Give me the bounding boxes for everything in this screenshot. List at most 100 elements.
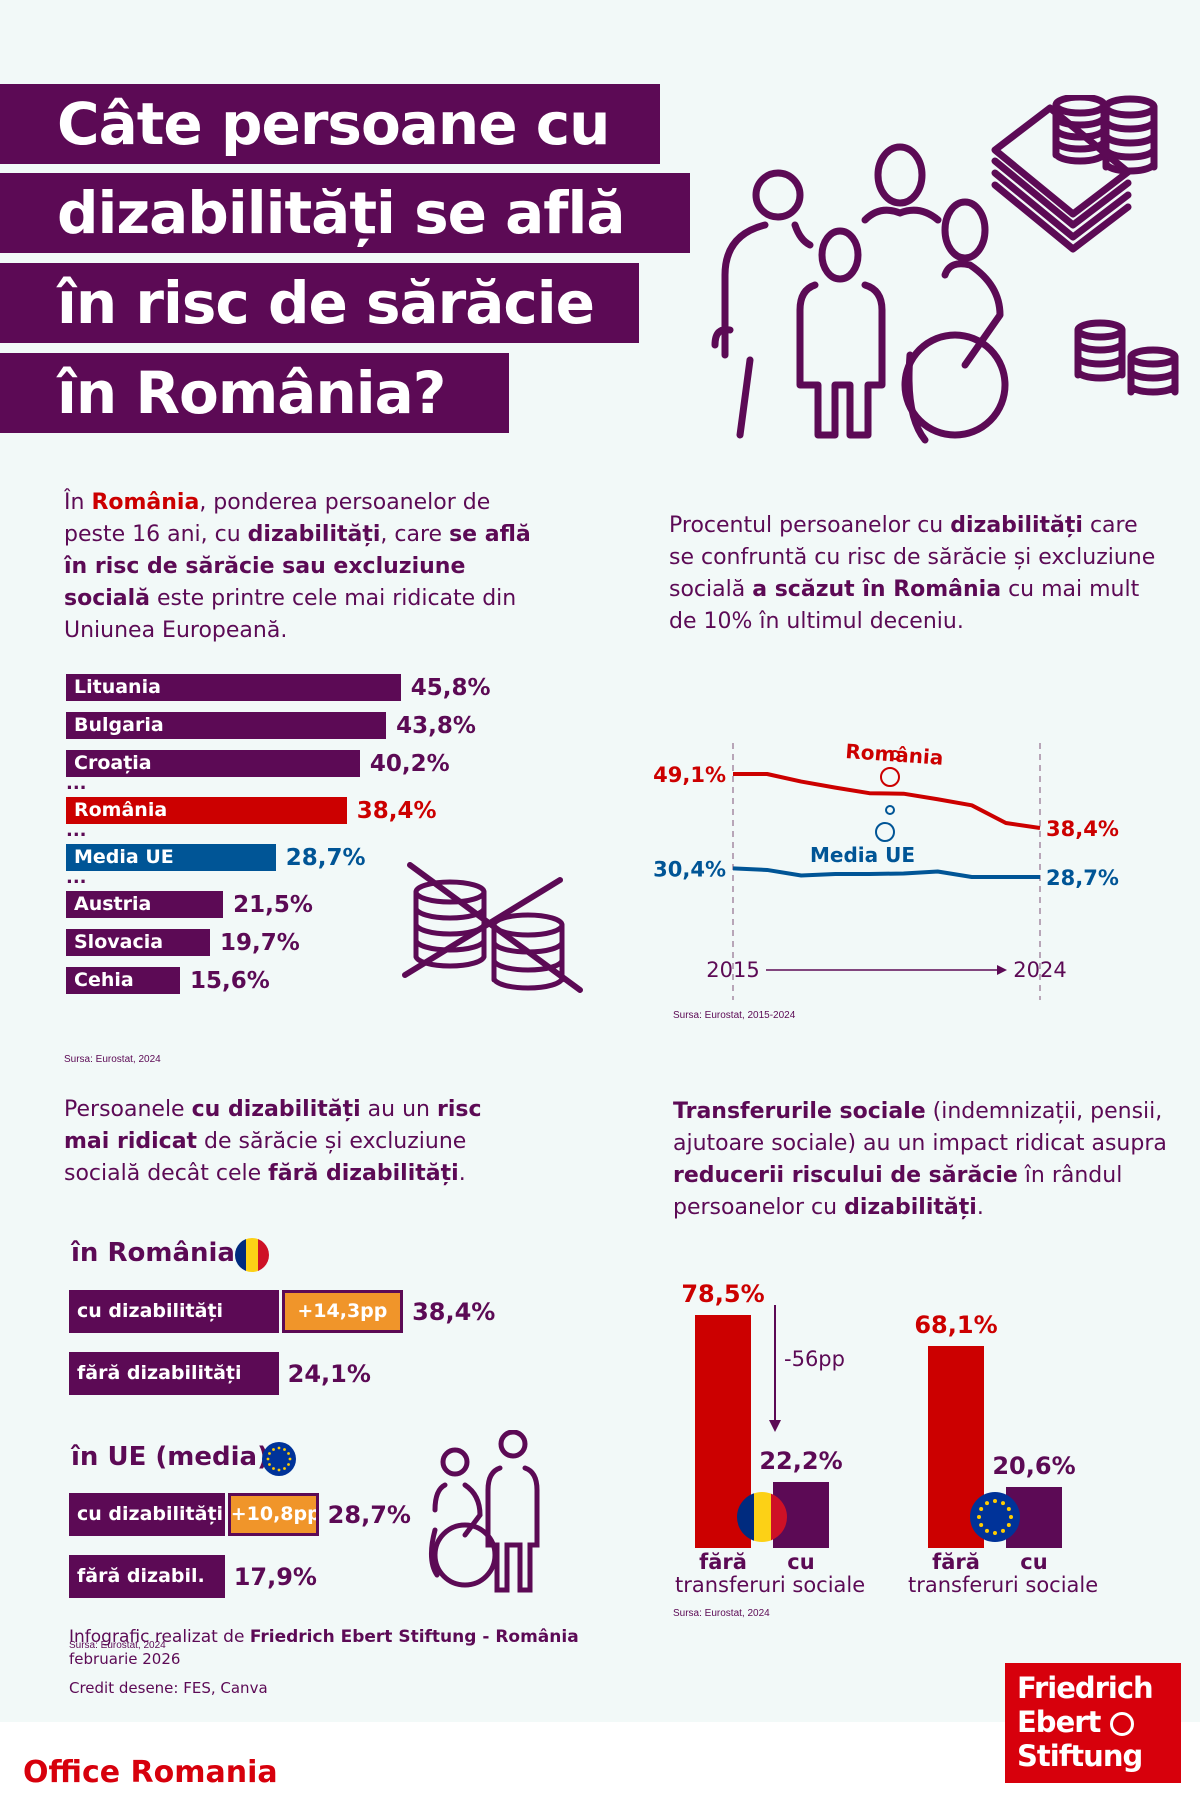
credit-line: Infografic realizat de Friedrich Ebert S… [69,1627,579,1647]
ranking-value: 21,5% [233,891,313,918]
ranking-row: Cehia 15,6% [66,967,566,994]
arrow-head-icon [997,965,1007,975]
wheelchair-companion-icon [429,1430,540,1593]
transfer-value: 22,2% [759,1447,843,1476]
ranking-bar: Croația [66,750,360,777]
comparison-bar: cu dizabilități [69,1290,279,1333]
comparison-paragraph: Persoanele cu dizabilități au un risc ma… [64,1094,524,1190]
text-segment: , care [380,522,450,547]
banknotes-icon [991,104,1132,253]
coin-stack-icon [1127,346,1179,396]
ranking-bar: Media UE [66,844,276,871]
comparison-row: cu dizabilități +10,8pp 28,7% [69,1493,411,1536]
text-segment: reducerii riscului de sărăcie [673,1163,1018,1188]
transfer-value: 68,1% [914,1310,998,1339]
logo-text: Friedrich [1017,1671,1154,1705]
ranking-value: 15,6% [190,967,270,994]
text-segment: au un [360,1097,437,1122]
text-segment: Transferurile sociale [673,1099,926,1124]
source-note: Sursa: Eurostat, 2015-2024 [673,1010,796,1021]
adult-icon [861,143,942,224]
ranking-value: 40,2% [369,750,450,777]
drawings-credit: Credit desene: FES, Canva [69,1679,268,1697]
ranking-bar: Lituania [66,674,401,701]
crossed-coins-icon [402,862,583,993]
comparison-row: fără dizabil. 17,9% [69,1555,317,1598]
wheelchair-user-icon [901,198,1009,444]
title-band: în România? [0,353,509,433]
source-note: Sursa: Eurostat, 2024 [64,1054,161,1065]
ranking-row: Slovacia 19,7% [66,929,566,956]
source-note: Sursa: Eurostat, 2024 [673,1608,770,1619]
wheelchair-icon [890,750,900,760]
difference-badge: +14,3pp [281,1290,404,1333]
ellipsis-row: ... [66,867,87,888]
text-segment: risc mai ridicat [64,1097,482,1154]
start-value-label: 30,4% [653,857,726,881]
ranking-value: 38,4% [356,797,437,824]
ranking-row: Croația 40,2% [66,750,566,777]
country-ranking-chart: Lituania 45,8% Bulgaria 43,8% Croația 40,2%..… [66,674,566,1005]
ranking-row: România 38,4% [66,797,566,824]
ranking-row: Lituania 45,8% [66,674,566,701]
text-segment: România [91,490,200,515]
romania-flag-icon [235,1238,269,1272]
credit-organization: Friedrich Ebert Stiftung - România [249,1627,579,1647]
text-segment: , ponderea persoanelor de peste 16 ani, … [64,490,491,547]
ellipsis-row: ... [66,773,87,794]
transfer-key-label: fără [932,1550,980,1574]
comparison-bar: fără dizabil. [69,1555,225,1598]
transfer-value: 78,5% [681,1279,765,1308]
series-label-romania: România [845,739,945,770]
ranking-bar: Slovacia [66,929,210,956]
transfers-paragraph: Transferurile sociale (indemnizații, pen… [673,1096,1173,1224]
x-tick-label: 2024 [1013,958,1066,982]
wheelchair-icon [885,805,895,815]
reduction-arrow [774,1305,776,1427]
ranking-value: 43,8% [396,712,476,739]
credit-prefix: Infografic realizat de [69,1627,250,1647]
start-value-label: 49,1% [653,763,726,787]
ranking-bar: România [66,797,347,824]
title-line: în România? [57,359,446,427]
series-line-eu [732,866,1040,880]
difference-badge: +10,8pp [227,1493,319,1536]
ranking-value: 19,7% [220,929,300,956]
wheelchair-icon [875,822,895,842]
ranking-row: Bulgaria 43,8% [66,712,566,739]
eu-flag-icon [970,1492,1020,1542]
comparison-value: 28,7% [327,1500,411,1529]
title-band: Câte persoane cu [0,84,660,164]
transfer-key-label: cu [1020,1550,1048,1574]
ranking-row: Austria 21,5% [66,891,566,918]
series-line-romania [733,772,1041,831]
wheelchair-icon [880,767,900,787]
text-segment: . [458,1161,466,1186]
coin-stack-icon [1102,95,1158,175]
arrow-head-icon [769,1420,781,1432]
comparison-row: cu dizabilități +14,3pp 38,4% [69,1290,495,1333]
eu-heading: în UE (media) [71,1442,269,1472]
publication-date: februarie 2026 [69,1650,181,1668]
comparison-value: 38,4% [412,1297,496,1326]
elderly-person-icon [711,169,814,439]
ranking-value: 28,7% [285,844,366,871]
text-segment: dizabilități [247,522,381,547]
end-value-label: 38,4% [1046,817,1119,841]
trend-line-chart: 49,1% 38,4% 30,4% 28,7% România Media UE 2015 2… [653,739,1119,1000]
x-tick-label: 2015 [706,958,759,982]
title-line: Câte persoane cu [57,90,610,158]
ranking-bar: Cehia [66,967,181,994]
romania-heading: în România [71,1238,235,1268]
text-segment: se află în risc de sărăcie sau excluziun… [64,522,531,611]
title-band: în risc de sărăcie [0,263,639,343]
transfer-value: 20,6% [992,1451,1076,1480]
title-band: dizabilități se află [0,173,690,253]
text-segment: Procentul persoanelor cu [669,513,951,538]
comparison-bar: cu dizabilități [69,1493,225,1536]
text-segment: de sărăcie și excluziune socială decât c… [64,1129,467,1186]
transfer-key-label: fără [699,1550,747,1574]
people-money-illustration [711,95,1179,444]
end-value-label: 28,7% [1046,866,1119,890]
comparison-row: fără dizabilități 24,1% [69,1352,371,1395]
